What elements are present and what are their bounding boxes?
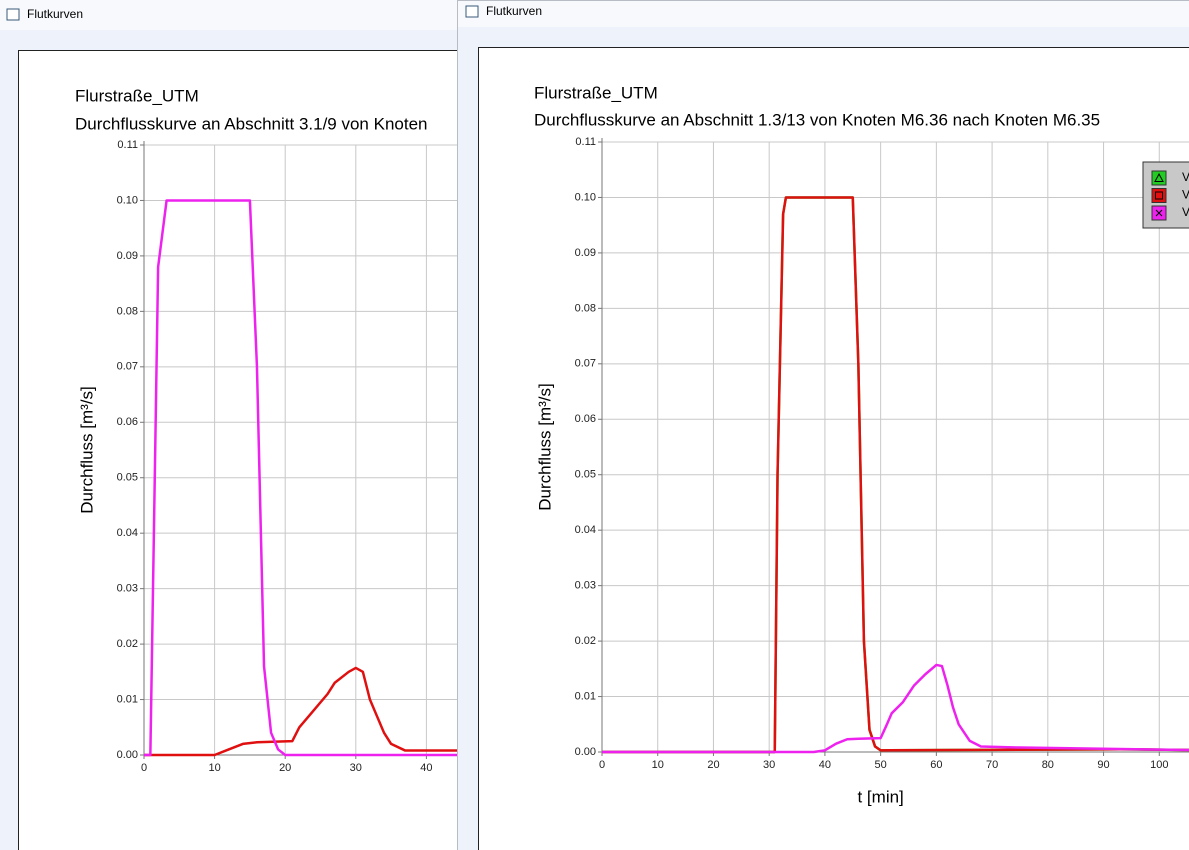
y-tick-label: 0.11 [117,139,138,151]
window-icon [6,8,20,21]
y-tick-label: 0.08 [117,305,138,317]
y-tick-label: 0.09 [117,250,138,262]
data-line [602,663,1189,754]
data-line [144,666,497,757]
chart-subtitle: Durchflusskurve an Abschnitt 1.3/13 von … [534,110,1100,129]
x-tick-label: 20 [707,759,719,771]
legend-label: V [1182,205,1189,219]
legend-label: V [1182,170,1189,184]
chart-title: Flurstraße_UTM [75,86,199,105]
x-axis-label: t [min] [857,787,903,806]
y-tick-label: 0.06 [575,413,596,425]
x-tick-label: 0 [141,762,147,774]
x-tick-label: 30 [763,759,775,771]
y-tick-label: 0.06 [117,416,138,428]
y-axis-label: Durchfluss [m³/s] [77,386,96,514]
window-title: Flutkurven [486,4,542,18]
y-tick-label: 0.03 [117,583,138,595]
chart-subtitle: Durchflusskurve an Abschnitt 3.1/9 von K… [75,114,427,133]
y-tick-label: 0.00 [575,746,596,758]
chart: Flurstraße_UTM Durchflusskurve an Abschni… [75,86,497,774]
legend-marker [1154,172,1164,182]
x-tick-label: 50 [875,759,887,771]
x-tick-label: 80 [1042,759,1054,771]
title-bar [458,1,1189,27]
y-tick-label: 0.08 [575,302,596,314]
y-tick-label: 0.10 [575,191,596,203]
y-tick-label: 0.05 [117,472,138,484]
y-tick-label: 0.04 [117,527,138,539]
window: Flutkurven [457,0,1189,850]
chart: Flurstraße_UTM Durchflusskurve an Abschni… [534,83,1189,806]
x-tick-label: 0 [599,759,605,771]
legend-marker [1155,209,1163,217]
window: Flutkurven [0,0,479,850]
y-tick-label: 0.03 [575,580,596,592]
y-tick-label: 0.01 [575,690,596,702]
y-tick-label: 0.02 [575,635,596,647]
y-axis-label: Durchfluss [m³/s] [535,383,554,511]
y-tick-label: 0.07 [117,361,138,373]
y-tick-label: 0.11 [575,136,596,148]
legend-label: V [1182,188,1189,202]
chart-panel [478,47,1189,850]
chart-title: Flurstraße_UTM [534,83,658,102]
y-tick-label: 0.01 [117,693,138,705]
y-tick-label: 0.02 [117,638,138,650]
data-line [144,199,497,757]
x-tick-label: 10 [208,762,220,774]
chart-panel [18,50,479,850]
legend-swatch [1151,188,1167,203]
x-tick-label: 10 [652,759,664,771]
x-tick-label: 90 [1097,759,1109,771]
y-tick-label: 0.09 [575,247,596,259]
x-tick-label: 100 [1150,759,1168,771]
y-tick-label: 0.04 [575,524,596,536]
window-icon [465,5,479,18]
data-line [602,196,1189,754]
x-tick-label: 40 [819,759,831,771]
x-tick-label: 30 [350,762,362,774]
x-tick-label: 20 [279,762,291,774]
legend-marker [1155,191,1163,200]
title-bar [0,0,470,30]
x-tick-label: 70 [986,759,998,771]
window-title: Flutkurven [27,7,83,21]
x-tick-label: 40 [420,762,432,774]
y-tick-label: 0.10 [117,194,138,206]
y-tick-label: 0.07 [575,358,596,370]
y-tick-label: 0.00 [117,749,138,761]
x-tick-label: 60 [930,759,942,771]
y-tick-label: 0.05 [575,469,596,481]
